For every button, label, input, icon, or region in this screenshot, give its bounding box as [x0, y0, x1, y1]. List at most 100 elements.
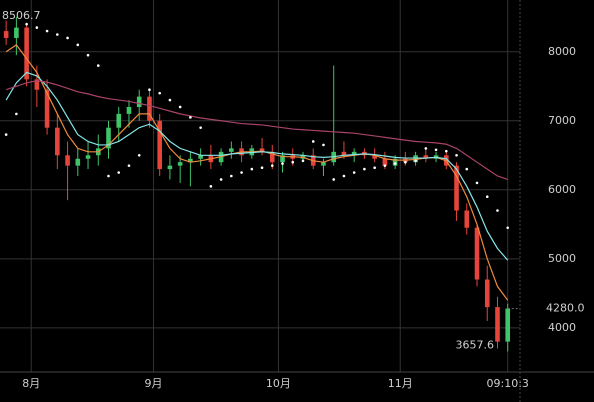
sar-dot [158, 91, 161, 95]
sar-dot [209, 185, 213, 188]
candle-body [34, 79, 40, 90]
sar-dot [352, 171, 356, 174]
sar-dot [96, 64, 100, 67]
moving-average [5, 71, 509, 261]
sar-dot [56, 33, 59, 36]
sar-dot [199, 126, 202, 129]
candle-body [259, 148, 265, 152]
candle-body [505, 308, 511, 342]
sar-dot [291, 160, 295, 164]
candle-body [280, 155, 285, 163]
sar-dot [168, 98, 172, 102]
candle-body [24, 27, 29, 80]
candle-body [484, 279, 490, 308]
y-tick-label: 4000 [548, 321, 576, 334]
sar-dot [260, 166, 264, 170]
low-label: 3657.6 [456, 338, 495, 351]
sar-dot [4, 133, 8, 136]
sar-dot [148, 88, 151, 92]
sar-dot [25, 22, 28, 26]
sar-dot [444, 149, 448, 153]
sar-dot [322, 143, 325, 147]
x-tick-label: 8月 [22, 377, 40, 390]
sar-dot [127, 164, 131, 167]
sar-dot [230, 174, 233, 178]
candle-body [116, 113, 122, 128]
candle-body [229, 148, 234, 152]
candle-body [341, 151, 347, 156]
sar-dot [485, 195, 489, 198]
y-tick-label: 7000 [548, 114, 576, 127]
candle-body [126, 106, 132, 114]
sar-dot [404, 160, 407, 164]
sar-dot [76, 43, 80, 47]
high-label: 8506.7 [2, 9, 41, 22]
sar-dot [270, 164, 274, 167]
sar-dot [414, 159, 417, 163]
sar-dot [178, 105, 182, 109]
candle-body [464, 210, 470, 228]
candle-body [44, 89, 50, 128]
candle-body [65, 155, 70, 166]
sar-dot [301, 159, 305, 163]
sar-dot [86, 53, 90, 57]
sar-dot [332, 178, 336, 181]
sar-dot [250, 167, 254, 171]
candle-body [269, 151, 275, 163]
sar-dot [434, 148, 438, 152]
sar-dot [465, 167, 469, 171]
sar-dot [424, 147, 428, 150]
candle-body [413, 155, 418, 163]
sar-dot [15, 112, 18, 116]
sar-dot [137, 153, 141, 157]
y-tick-label: 6000 [548, 183, 576, 196]
sar-dot [393, 162, 397, 165]
candle-body [14, 27, 19, 38]
candle-body [136, 96, 142, 107]
x-tick-label: 11月 [388, 377, 413, 390]
sar-dot [342, 174, 346, 178]
sar-dot [373, 166, 376, 170]
sar-dot [66, 36, 69, 40]
sar-dot [475, 181, 479, 185]
candle-body [423, 155, 429, 159]
candle-body [147, 96, 152, 121]
candle-body [474, 227, 480, 280]
sar-dot [240, 171, 243, 174]
y-tick-label: 5000 [548, 252, 576, 265]
candle-body [55, 127, 60, 156]
candle-body [75, 158, 81, 166]
sar-dot [363, 167, 366, 171]
last-price-label: 4280.0 [546, 302, 585, 315]
candle-body [495, 307, 500, 342]
sar-dot [383, 164, 387, 167]
candle-body [167, 165, 173, 170]
candle-body [3, 31, 9, 38]
sar-dot [35, 26, 39, 29]
candle-body [157, 120, 162, 170]
candle-body [351, 151, 357, 156]
candle-body [177, 162, 183, 166]
candle-body [382, 158, 388, 166]
sar-dot [281, 162, 284, 165]
candle-body [198, 155, 203, 159]
candle-body [106, 127, 111, 149]
sar-dot [219, 178, 223, 181]
x-tick-label: 10月 [266, 377, 291, 390]
x-tick-label: 09:10:3 [487, 377, 529, 390]
candle-body [321, 162, 326, 166]
sar-dot [107, 174, 110, 178]
candle-body [85, 155, 91, 159]
sar-dot [455, 153, 458, 157]
candle-body [392, 158, 398, 166]
y-tick-label: 8000 [548, 45, 576, 58]
x-tick-label: 9月 [145, 377, 163, 390]
candle-body [188, 158, 193, 163]
sar-dot [311, 140, 315, 143]
moving-average [5, 44, 509, 301]
candle-body [454, 165, 459, 211]
sar-dot [506, 226, 510, 230]
moving-average [5, 80, 508, 181]
sar-dot [496, 209, 499, 212]
